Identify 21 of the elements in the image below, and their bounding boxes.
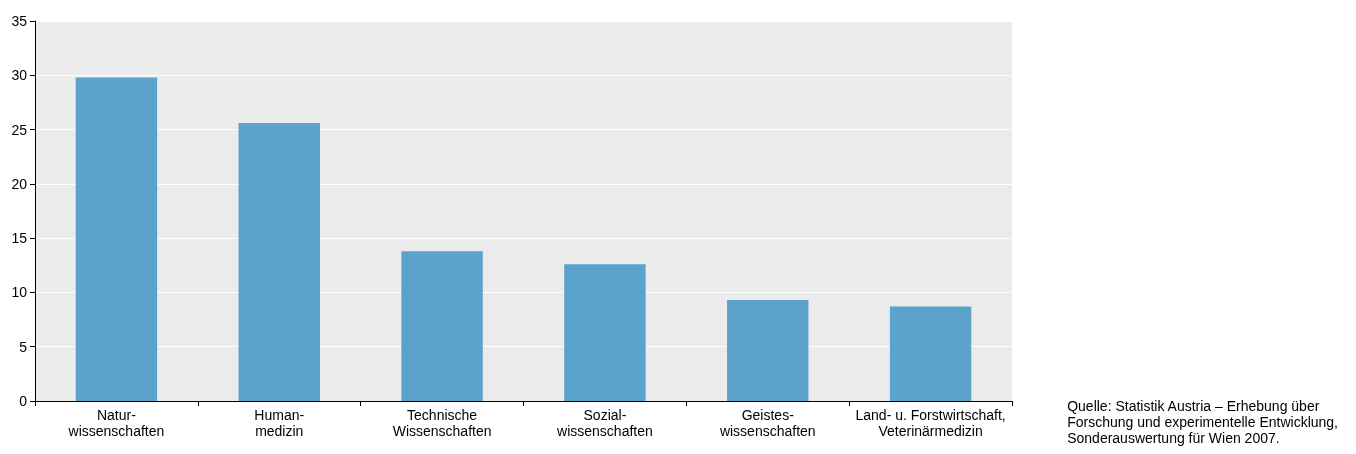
bar <box>564 264 646 401</box>
y-tick-label: 15 <box>11 230 28 247</box>
y-tick-label: 25 <box>11 121 28 138</box>
x-tick-label: Geistes- wissenschaften <box>718 407 816 439</box>
y-tick-label: 30 <box>11 67 28 84</box>
y-tick-label: 20 <box>11 175 28 192</box>
y-tick-label: 5 <box>19 338 28 355</box>
x-tick-label: Human- medizin <box>254 407 305 439</box>
y-tick-label: 0 <box>19 393 28 409</box>
x-tick-label: Land- u. Forstwirtschaft, Veterinärmedizin <box>855 407 1006 439</box>
bar <box>238 123 320 401</box>
y-tick-label: 35 <box>11 13 28 29</box>
bar <box>889 306 972 401</box>
source-note: Quelle: Statistik Austria – Erhebung über Forschung und experimentelle Entwicklung, Sonderauswertung für Wien 2007. <box>1067 398 1338 446</box>
x-tick-label: Natur- wissenschaften <box>67 407 165 439</box>
x-tick-label: Technische Wissenschaften <box>392 407 492 439</box>
x-tick-label: Sozial- wissenschaften <box>556 407 653 439</box>
bar <box>75 77 158 401</box>
bar <box>401 251 483 401</box>
y-tick-label: 10 <box>11 284 28 301</box>
bar <box>727 300 809 401</box>
